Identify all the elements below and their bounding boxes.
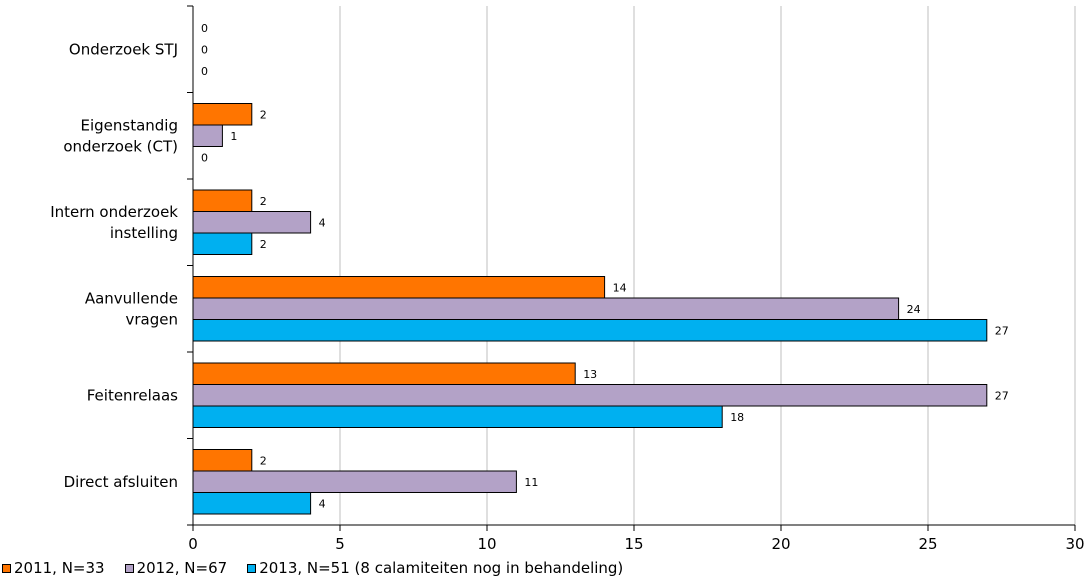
x-tick-label: 5 — [335, 535, 345, 553]
category-label: instelling — [110, 224, 178, 242]
data-label: 0 — [201, 22, 208, 35]
data-label: 13 — [583, 368, 597, 381]
x-tick-label: 15 — [624, 535, 643, 553]
data-label: 0 — [201, 151, 208, 164]
data-label: 2 — [260, 195, 267, 208]
category-label: Aanvullende — [85, 289, 178, 307]
bar — [192, 211, 312, 234]
data-label: 11 — [524, 476, 538, 489]
legend-item: 2011, N=33 — [2, 559, 105, 577]
category-label: onderzoek (CT) — [63, 137, 178, 155]
legend-label: 2011, N=33 — [14, 559, 105, 577]
x-tick-label: 0 — [188, 535, 198, 553]
data-label: 24 — [907, 303, 921, 316]
data-label: 27 — [995, 389, 1009, 402]
legend-label: 2012, N=67 — [136, 559, 228, 577]
bar — [192, 103, 253, 126]
legend-swatch — [124, 563, 134, 573]
legend-item: 2012, N=67 — [124, 559, 228, 577]
data-label: 18 — [730, 411, 744, 424]
legend-item: 2013, N=51 (8 calamiteiten nog in behand… — [247, 559, 623, 577]
x-tick-label: 10 — [477, 535, 496, 553]
data-label: 4 — [319, 497, 326, 510]
data-label: 4 — [319, 216, 326, 229]
data-label: 14 — [613, 281, 627, 294]
bar — [192, 492, 312, 515]
data-label: 27 — [995, 324, 1009, 337]
legend-swatch — [247, 563, 257, 573]
data-label: 0 — [201, 43, 208, 56]
legend-label: 2013, N=51 (8 calamiteiten nog in behand… — [259, 559, 624, 577]
x-tick-label: 20 — [771, 535, 790, 553]
bar — [192, 384, 988, 407]
category-label: Direct afsluiten — [64, 473, 178, 491]
bar — [192, 470, 517, 493]
x-tick-label: 25 — [918, 535, 937, 553]
data-label: 2 — [260, 238, 267, 251]
data-label: 0 — [201, 65, 208, 78]
legend-swatch — [2, 563, 11, 573]
bar — [192, 297, 900, 320]
bar — [192, 189, 253, 212]
category-label: Intern onderzoek — [50, 203, 178, 221]
data-label: 2 — [260, 108, 267, 121]
x-tick-label: 30 — [1065, 535, 1084, 553]
bar — [192, 405, 723, 428]
bar — [192, 232, 253, 255]
category-label: Onderzoek STJ — [69, 40, 178, 58]
bar — [192, 124, 223, 147]
data-label: 1 — [230, 130, 237, 143]
bar — [192, 362, 576, 385]
category-label: Feitenrelaas — [87, 386, 178, 404]
category-label: vragen — [126, 310, 179, 328]
chart-legend: 2011, N=33 2012, N=67 2013, N=51 (8 calami… — [2, 558, 643, 578]
bar — [192, 319, 988, 342]
data-label: 2 — [260, 454, 267, 467]
bar — [192, 449, 253, 472]
category-label: Eigenstandig — [80, 116, 178, 134]
bar — [192, 276, 606, 299]
